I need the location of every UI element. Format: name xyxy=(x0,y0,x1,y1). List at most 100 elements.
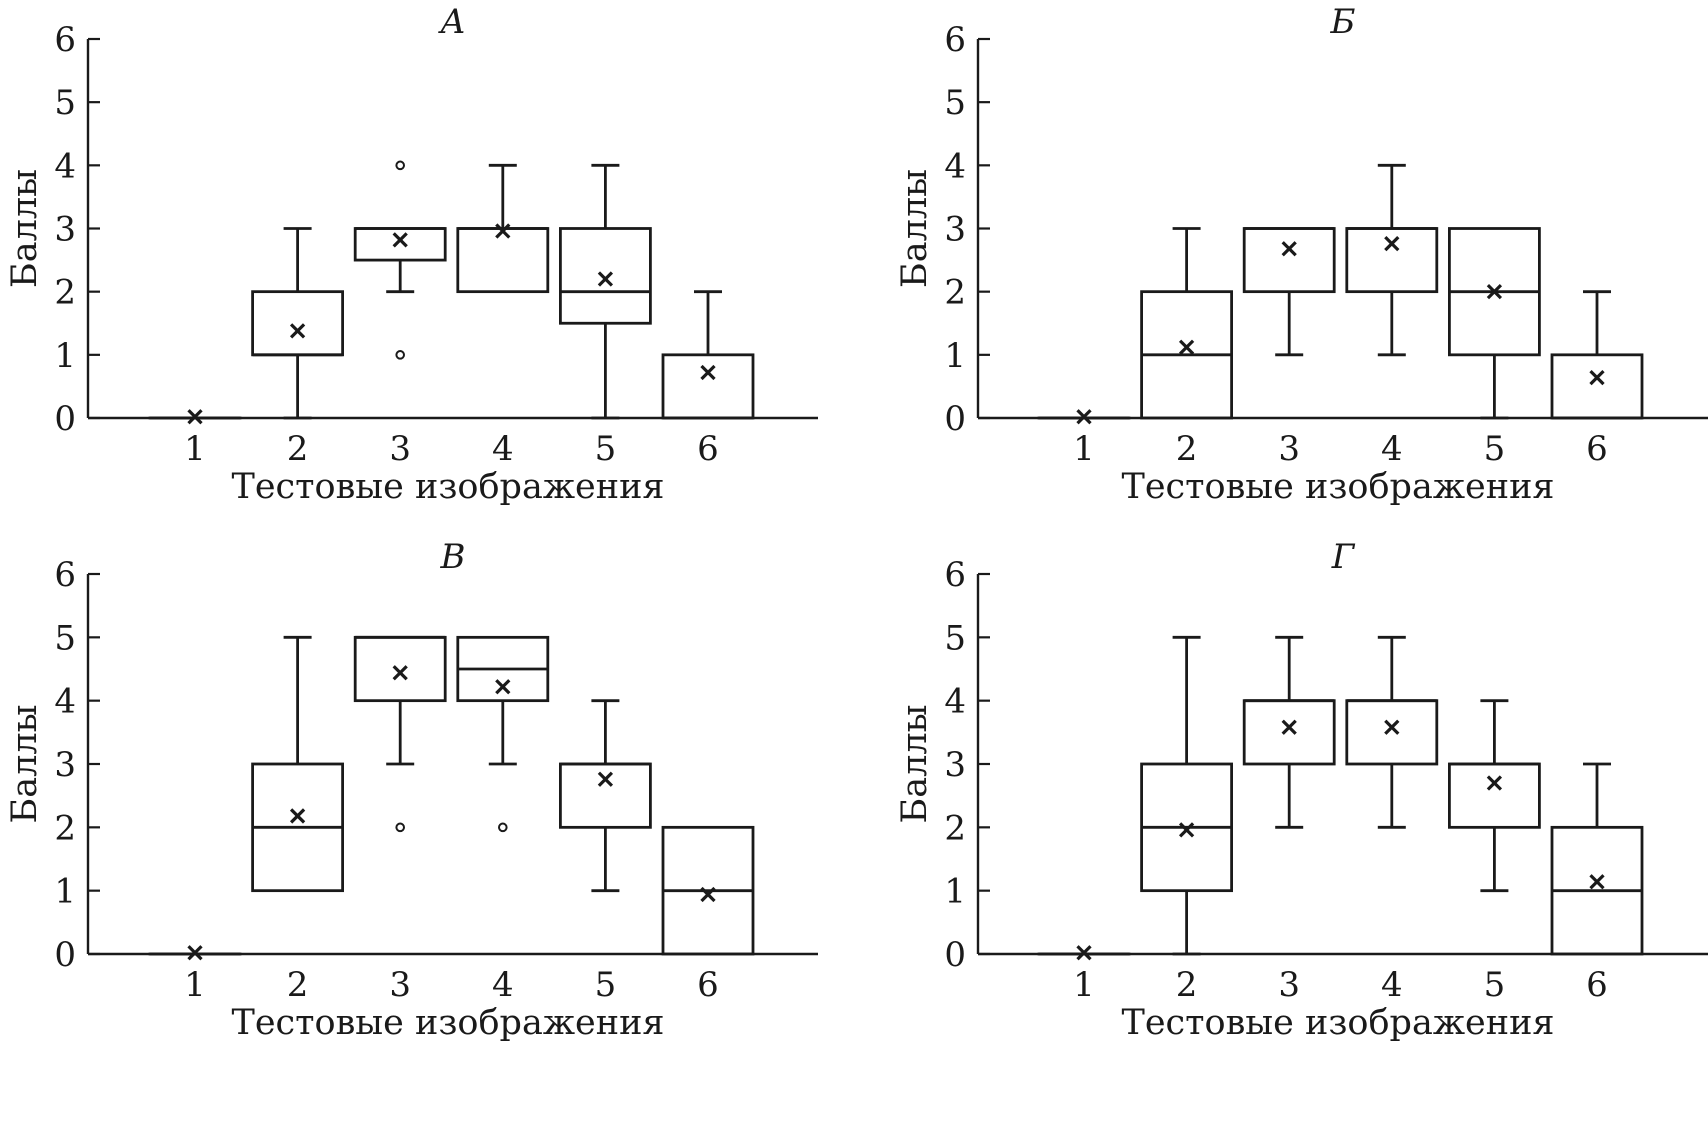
mean-marker xyxy=(1486,775,1503,791)
x-axis-title: Тестовые изображения xyxy=(232,467,665,507)
y-tick-label: 1 xyxy=(54,872,76,912)
box-1 xyxy=(1037,409,1131,425)
x-tick-label: 6 xyxy=(697,429,719,469)
mean-marker xyxy=(392,232,408,248)
x-tick-label: 4 xyxy=(1381,429,1403,469)
mean-marker xyxy=(289,323,306,339)
box-5 xyxy=(559,163,652,420)
x-tick-label: 2 xyxy=(1176,965,1198,1005)
mean-marker xyxy=(187,409,203,425)
mean-marker-stroke xyxy=(1589,874,1605,890)
box-3 xyxy=(1242,635,1336,829)
outlier-point xyxy=(395,822,406,833)
x-tick-label: 5 xyxy=(1484,429,1506,469)
mean-marker-stroke xyxy=(597,771,614,787)
x-tick-label: 2 xyxy=(1176,429,1198,469)
mean-marker xyxy=(597,271,614,287)
mean-marker-stroke xyxy=(1178,822,1195,838)
mean-marker xyxy=(700,886,716,903)
box-3 xyxy=(1242,227,1336,357)
box-2 xyxy=(251,227,345,420)
iqr-box xyxy=(251,290,345,357)
mean-marker-stroke xyxy=(1178,339,1195,355)
iqr-box xyxy=(559,227,652,325)
x-tick-label: 6 xyxy=(697,965,719,1005)
mean-marker xyxy=(597,771,614,787)
mean-marker xyxy=(392,665,408,681)
mean-marker xyxy=(1384,236,1400,252)
box-4 xyxy=(456,635,550,833)
x-tick-label: 1 xyxy=(1073,429,1095,469)
y-axis-title: Баллы xyxy=(5,705,45,824)
y-axis-title: Баллы xyxy=(5,169,45,288)
panel-title: В xyxy=(440,537,466,577)
x-tick-label: 3 xyxy=(1278,965,1300,1005)
box-2 xyxy=(1140,227,1233,420)
x-axis-title: Тестовые изображения xyxy=(232,1003,665,1043)
panel-title: Г xyxy=(1331,537,1356,577)
box-4 xyxy=(456,163,550,294)
mean-marker-stroke xyxy=(1384,719,1400,735)
mean-marker-stroke xyxy=(1486,775,1503,791)
x-tick-label: 6 xyxy=(1586,429,1608,469)
y-tick-label: 2 xyxy=(944,808,966,848)
y-tick-label: 4 xyxy=(54,146,76,186)
mean-marker-stroke xyxy=(1076,409,1092,425)
mean-marker-stroke xyxy=(187,945,203,961)
y-tick-label: 0 xyxy=(944,935,966,975)
box-5 xyxy=(1448,699,1541,893)
outlier-point xyxy=(498,822,508,833)
x-axis-title: Тестовые изображения xyxy=(1122,1003,1555,1043)
mean-marker xyxy=(1589,369,1605,386)
y-tick-label: 1 xyxy=(944,872,966,912)
x-tick-label: 3 xyxy=(389,429,411,469)
mean-marker-stroke xyxy=(495,679,511,695)
panel-2: Б 0 1 2 3 4 5 6 1 2 3 4 5 6 Тестовые изображения Баллы xyxy=(895,2,1708,507)
panel-1: А 0 1 2 3 4 5 6 1 2 3 4 5 6 Тестовые изображения Баллы xyxy=(5,2,818,507)
x-tick-label: 1 xyxy=(184,429,206,469)
y-tick-label: 3 xyxy=(944,210,966,250)
x-tick-label: 1 xyxy=(1073,965,1095,1005)
x-tick-label: 2 xyxy=(287,429,309,469)
mean-marker-stroke xyxy=(187,409,203,425)
panel-4: Г 0 1 2 3 4 5 6 1 2 3 4 5 6 Тестовые изображения Баллы xyxy=(895,537,1708,1043)
y-tick-label: 3 xyxy=(944,745,966,785)
box-5 xyxy=(1448,227,1541,420)
box-6 xyxy=(1550,762,1644,956)
iqr-box xyxy=(1448,762,1541,829)
mean-marker xyxy=(1178,822,1195,838)
y-tick-label: 6 xyxy=(944,555,966,595)
panel-title: А xyxy=(438,2,466,42)
panel-3: В 0 1 2 3 4 5 6 1 2 3 4 5 6 Тестовые изображения Баллы xyxy=(5,537,818,1043)
mean-marker xyxy=(1486,284,1503,300)
iqr-box xyxy=(1345,227,1439,294)
box-6 xyxy=(1550,290,1644,420)
iqr-box xyxy=(1550,353,1644,420)
y-tick-label: 0 xyxy=(944,399,966,439)
mean-marker-stroke xyxy=(700,364,716,381)
y-tick-label: 6 xyxy=(54,20,76,60)
panel-title: Б xyxy=(1330,2,1356,42)
x-tick-label: 5 xyxy=(1484,965,1506,1005)
y-tick-label: 5 xyxy=(54,618,76,658)
box-2 xyxy=(1140,635,1233,956)
outlier-point xyxy=(395,350,406,360)
x-tick-label: 6 xyxy=(1586,965,1608,1005)
iqr-box xyxy=(353,227,447,262)
y-tick-label: 6 xyxy=(54,555,76,595)
mean-marker xyxy=(289,808,306,824)
mean-marker xyxy=(495,223,511,239)
mean-marker xyxy=(1589,874,1605,890)
box-1 xyxy=(148,409,242,425)
iqr-box xyxy=(456,227,550,294)
y-tick-label: 5 xyxy=(54,83,76,123)
outlier-point xyxy=(395,160,406,171)
box-6 xyxy=(661,290,755,420)
x-tick-label: 5 xyxy=(595,965,617,1005)
mean-marker xyxy=(187,945,203,961)
mean-marker-stroke xyxy=(392,665,408,681)
mean-marker-stroke xyxy=(392,232,408,248)
mean-marker xyxy=(700,364,716,381)
x-tick-label: 4 xyxy=(492,965,514,1005)
